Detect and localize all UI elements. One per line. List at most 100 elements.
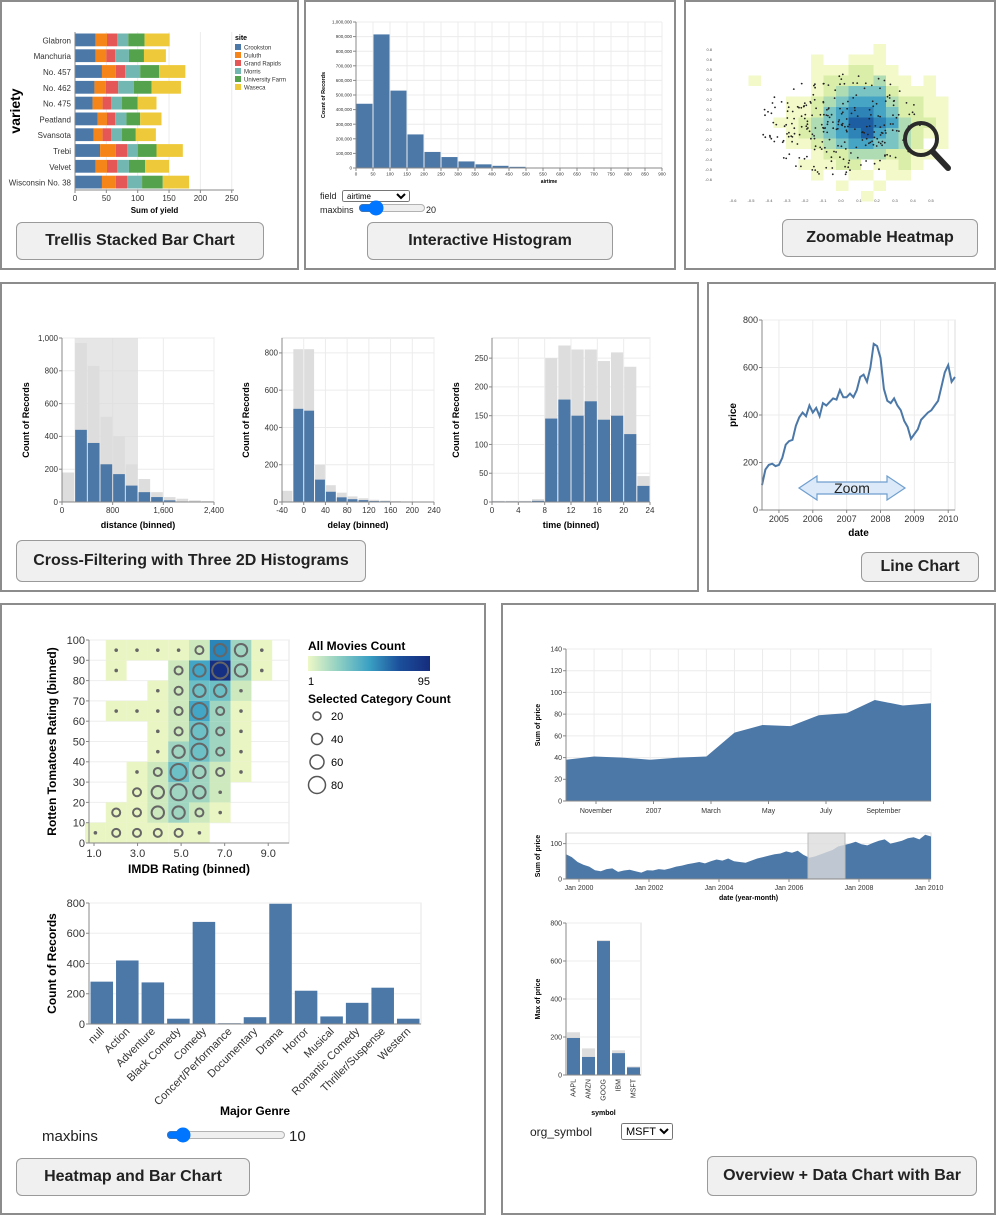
x-tick-label: 3.0 — [130, 848, 145, 860]
data-point — [811, 114, 813, 116]
heatmap-cell — [168, 823, 189, 843]
zoomable-heatmap-button[interactable]: Zoomable Heatmap — [782, 219, 978, 257]
y-tick-label: -0.4 — [705, 157, 713, 162]
data-point — [913, 113, 915, 115]
x-tick-label: 350 — [471, 172, 479, 177]
y-tick-label: 1,000,000 — [332, 20, 353, 25]
selection-dot — [260, 648, 264, 652]
data-point — [800, 166, 802, 168]
interactive-histogram-button[interactable]: Interactive Histogram — [367, 222, 613, 260]
filtered-bar — [637, 486, 649, 502]
legend-size-label: 80 — [331, 780, 343, 792]
x-tick-label: 5.0 — [173, 848, 188, 860]
y-tick-label: -0.2 — [705, 137, 713, 142]
data-point — [892, 123, 894, 125]
data-point — [793, 127, 795, 129]
y-tick-label: 0 — [79, 1019, 85, 1031]
data-point — [814, 87, 816, 89]
legend-label: Crookston — [244, 46, 271, 52]
data-point — [854, 128, 856, 130]
x-tick-label: 7.0 — [217, 848, 232, 860]
x-tick-label: 1,600 — [153, 506, 174, 515]
filtered-bar — [624, 434, 636, 502]
genre-bar — [346, 1003, 369, 1024]
x-tick-label: May — [762, 808, 776, 815]
heatmap-cell — [168, 721, 189, 741]
filtered-bar — [315, 480, 325, 502]
line-chart-button[interactable]: Line Chart — [861, 552, 979, 582]
x-tick-label: 9.0 — [261, 848, 276, 860]
selection-dot — [239, 730, 243, 734]
data-point — [809, 130, 811, 132]
heatmap-cell — [924, 76, 937, 87]
x-tick-label: 0 — [60, 506, 65, 515]
heatmap-cell — [749, 76, 762, 87]
data-point — [815, 145, 817, 147]
x-tick-label: 100 — [131, 194, 145, 203]
data-point — [883, 124, 885, 126]
filtered-bar — [75, 430, 87, 502]
x-tick-label: November — [580, 808, 613, 815]
data-point — [885, 132, 887, 134]
selection-dot — [135, 770, 139, 774]
y-axis-title: Rotten Tomatoes Rating (binned) — [45, 647, 59, 835]
heatmap-cell — [836, 139, 849, 150]
heatmap-cell — [874, 55, 887, 66]
heatmap-cell — [849, 76, 862, 87]
bar-segment — [122, 128, 136, 141]
x-axis-title: date (year-month) — [719, 895, 778, 902]
heatmap-bar-button[interactable]: Heatmap and Bar Chart — [16, 1158, 250, 1196]
filtered-bar — [151, 497, 163, 502]
x-tick-label: -0.1 — [820, 198, 828, 203]
maxbins-slider[interactable] — [358, 202, 426, 214]
selection-dot — [260, 669, 264, 673]
selection-dot — [239, 689, 243, 693]
data-point — [826, 109, 828, 111]
x-tick-label: 200 — [406, 506, 420, 515]
x-tick-label: 2005 — [769, 514, 789, 524]
x-axis-title: date — [848, 528, 869, 539]
x-tick-label: 16 — [593, 506, 602, 515]
y-tick-label: 100 — [67, 635, 85, 647]
legend-count-max: 95 — [418, 676, 430, 688]
crossfilter-button[interactable]: Cross-Filtering with Three 2D Histograms — [16, 540, 366, 582]
x-tick-label: 0.5 — [928, 198, 934, 203]
bar-segment — [94, 128, 103, 141]
data-point — [786, 133, 788, 135]
data-point — [908, 114, 910, 116]
background-bar — [283, 491, 293, 502]
y-tick-label: Glabron — [43, 36, 71, 45]
zoom-label: Zoom — [834, 480, 870, 496]
overview-detail-button[interactable]: Overview + Data Chart with Bar — [707, 1156, 977, 1196]
data-point — [834, 89, 836, 91]
maxbins-slider[interactable] — [166, 1126, 286, 1144]
trellis-stacked-bar-chart-button[interactable]: Trellis Stacked Bar Chart — [16, 222, 264, 260]
y-tick-label: Velvet — [49, 163, 72, 172]
data-point — [845, 171, 847, 173]
org-symbol-select[interactable]: MSFT — [621, 1123, 673, 1140]
selection-dot — [114, 669, 118, 673]
x-tick-label: 0 — [73, 194, 78, 203]
y-tick-label: 140 — [550, 646, 562, 653]
y-tick-label: 250 — [475, 354, 489, 363]
bar-segment — [129, 49, 144, 62]
bar-segment — [127, 176, 142, 189]
bar-segment — [75, 144, 100, 157]
data-point — [842, 111, 844, 113]
data-point — [805, 125, 807, 127]
heatmap-cell — [936, 118, 949, 129]
heatmap-cell — [886, 149, 899, 160]
data-point — [842, 123, 844, 125]
y-tick-label: 0 — [558, 876, 562, 883]
data-point — [866, 126, 868, 128]
heatmap-cell — [824, 65, 837, 76]
y-axis-title: Max of price — [535, 978, 542, 1019]
heatmap-cell — [824, 118, 837, 129]
bar-segment — [125, 65, 140, 78]
heatmap-cell — [874, 181, 887, 192]
data-point — [813, 135, 815, 137]
y-tick-label: 0.8 — [706, 47, 712, 52]
data-point — [848, 160, 850, 162]
histogram-bar — [459, 161, 475, 168]
